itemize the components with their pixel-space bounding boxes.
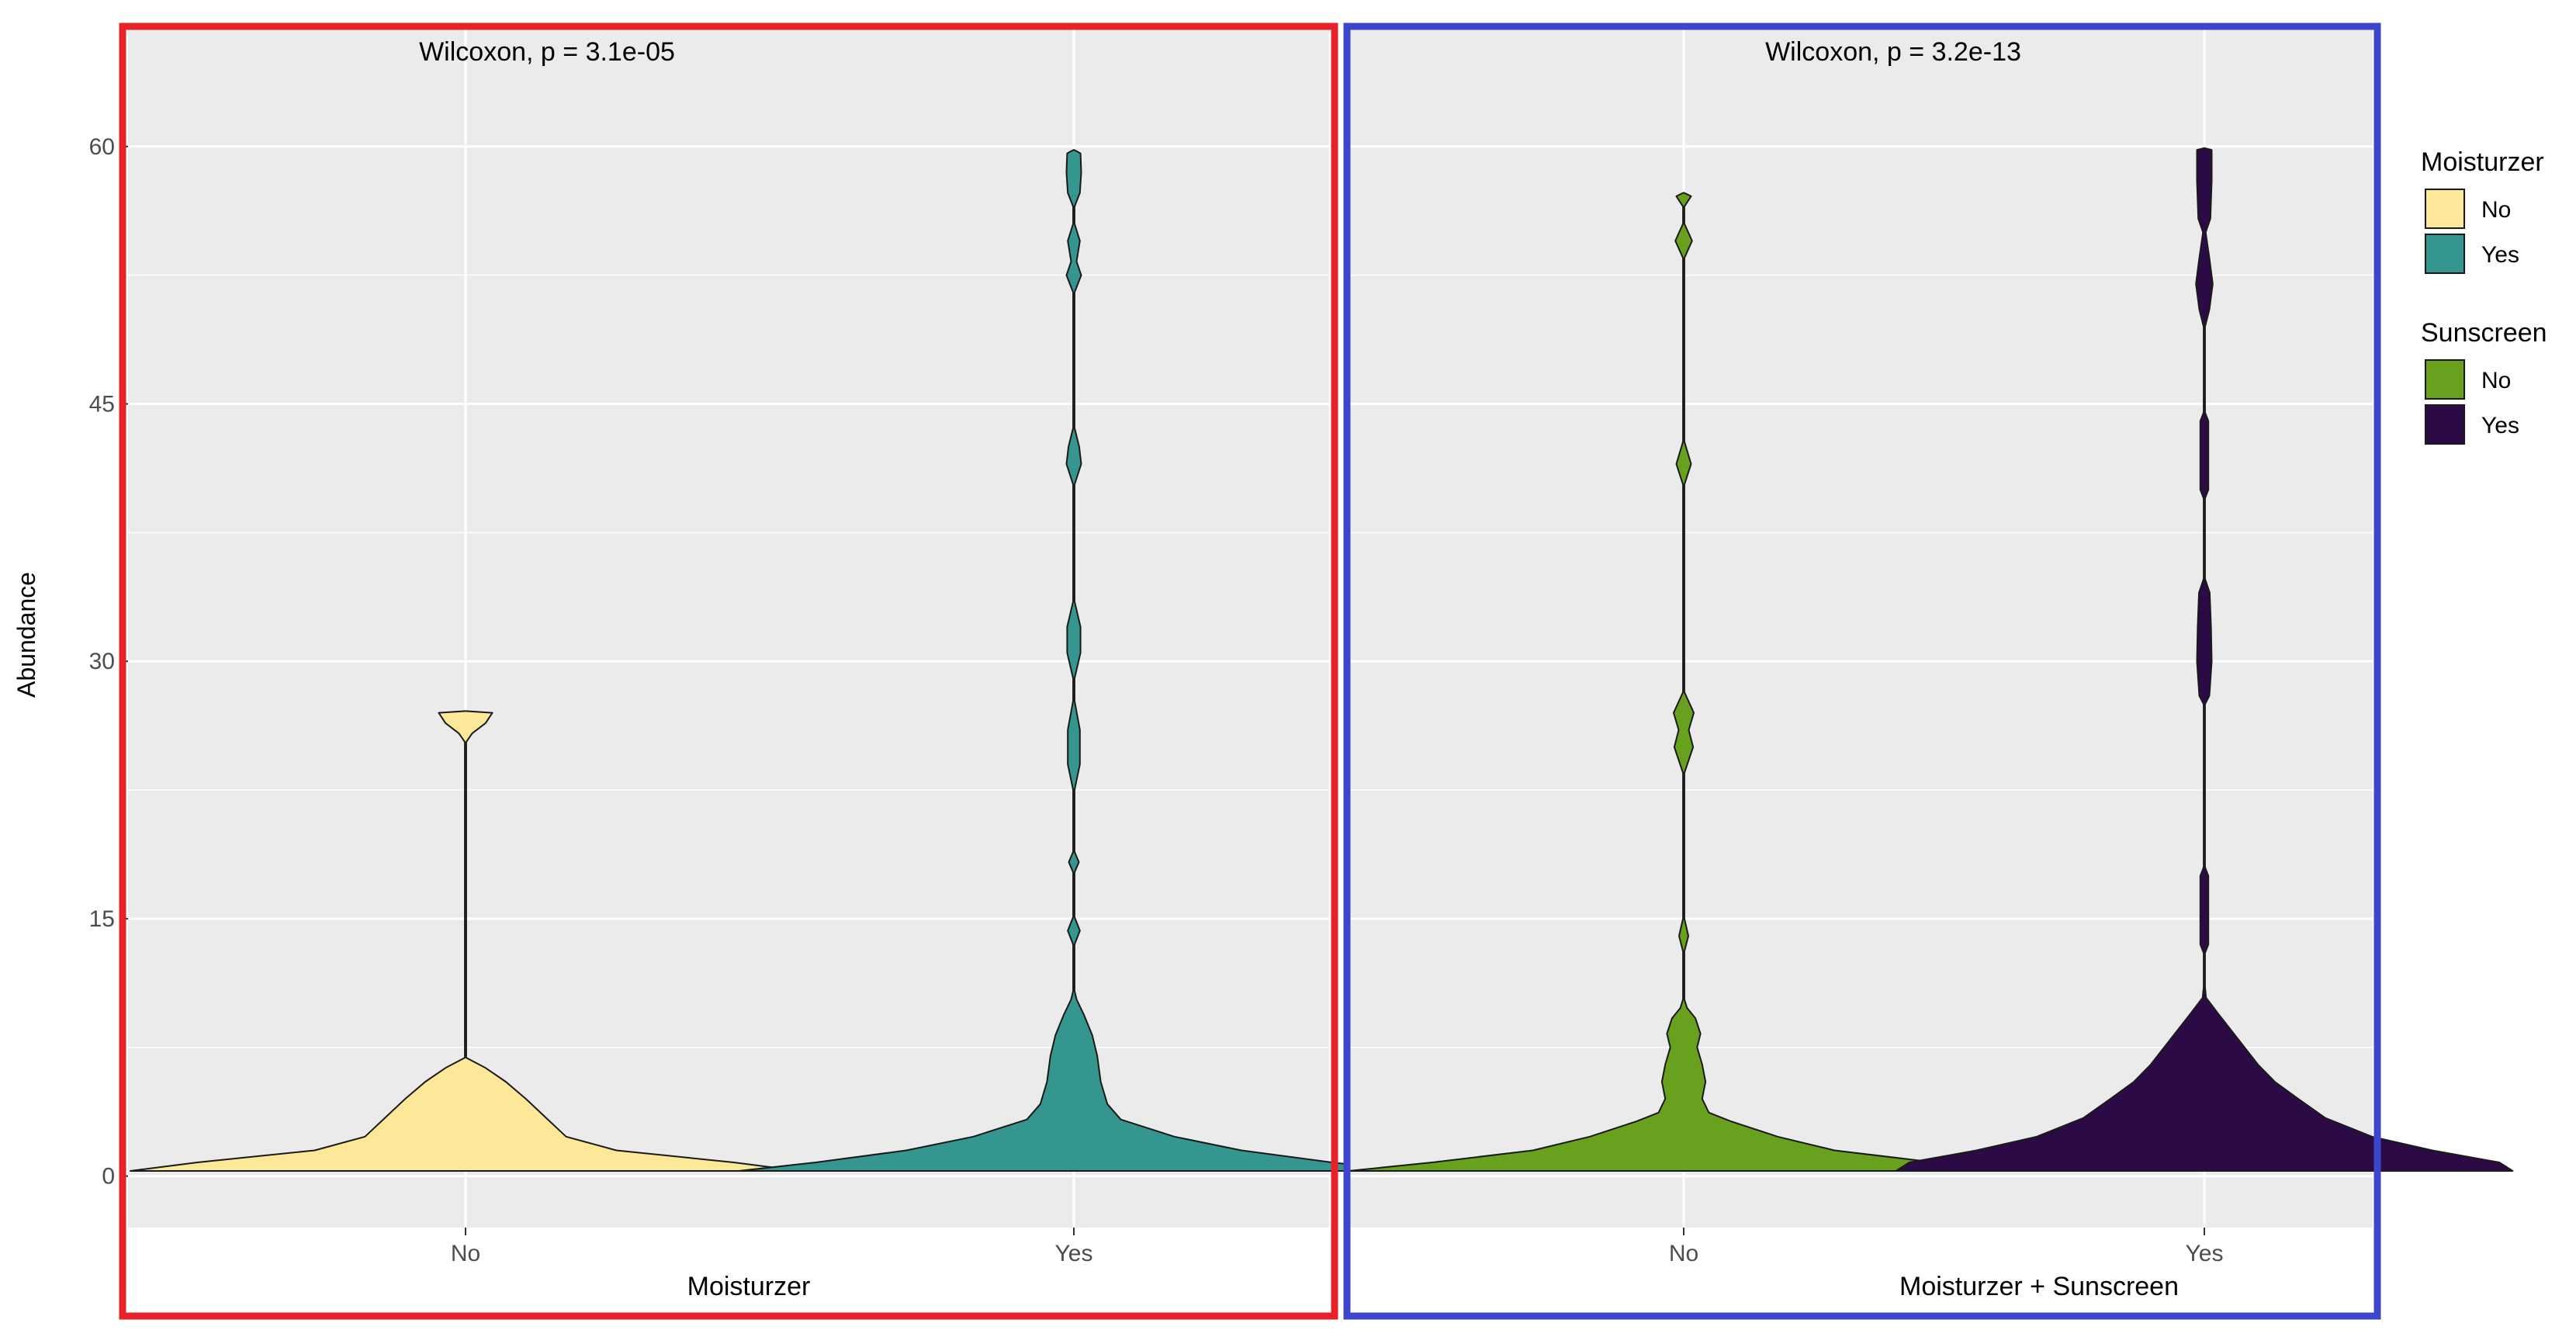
y-tick-label: 0 — [102, 1164, 115, 1190]
x-tick-label: No — [1669, 1241, 1698, 1266]
y-tick-label: 45 — [89, 392, 115, 417]
wilcoxon-annotation: Wilcoxon, p = 3.2e-13 — [1765, 37, 2021, 67]
violin-right-yes — [1895, 147, 2514, 1172]
x-tick-label: Yes — [1055, 1241, 1093, 1266]
y-tick-label: 15 — [89, 906, 115, 932]
x-tick-label: Yes — [2186, 1241, 2224, 1266]
legend-item-label: Yes — [2481, 413, 2519, 438]
legend-swatch — [2425, 359, 2465, 400]
x-axis-label: Moisturzer — [687, 1272, 811, 1301]
y-tick-label: 30 — [89, 649, 115, 674]
wilcoxon-annotation: Wilcoxon, p = 3.1e-05 — [419, 37, 675, 67]
x-axis-label: Moisturzer + Sunscreen — [1899, 1272, 2179, 1301]
x-tick-label: No — [451, 1241, 480, 1266]
y-tick-label: 60 — [89, 134, 115, 160]
violin-left-no — [130, 710, 802, 1172]
y-axis: Abundance 0 15 30 45 60 — [12, 134, 128, 1190]
panel-right: Wilcoxon, p = 3.2e-13 No Yes Moisturzer + S… — [1348, 26, 2514, 1301]
left-highlight-frame — [119, 23, 1338, 1320]
y-axis-label: Abundance — [12, 572, 40, 698]
legend-item-label: No — [2481, 368, 2511, 393]
violin-left-yes — [738, 149, 1410, 1172]
legend-item-label: Yes — [2481, 242, 2519, 268]
legend-swatch — [2425, 234, 2465, 274]
legend-swatch — [2425, 404, 2465, 445]
legend: Moisturzer No Yes Sunscreen No Yes — [2421, 147, 2547, 445]
legend-item-label: No — [2481, 197, 2511, 223]
legend-title: Moisturzer — [2421, 147, 2544, 177]
legend-swatch — [2425, 189, 2465, 229]
legend-title: Sunscreen — [2421, 318, 2547, 348]
panel-background — [128, 26, 1329, 1228]
violin-right-no — [1348, 192, 2020, 1172]
panel-left: Wilcoxon, p = 3.1e-05 No Yes Moisturzer — [128, 26, 1410, 1301]
right-highlight-frame — [1343, 23, 2381, 1320]
